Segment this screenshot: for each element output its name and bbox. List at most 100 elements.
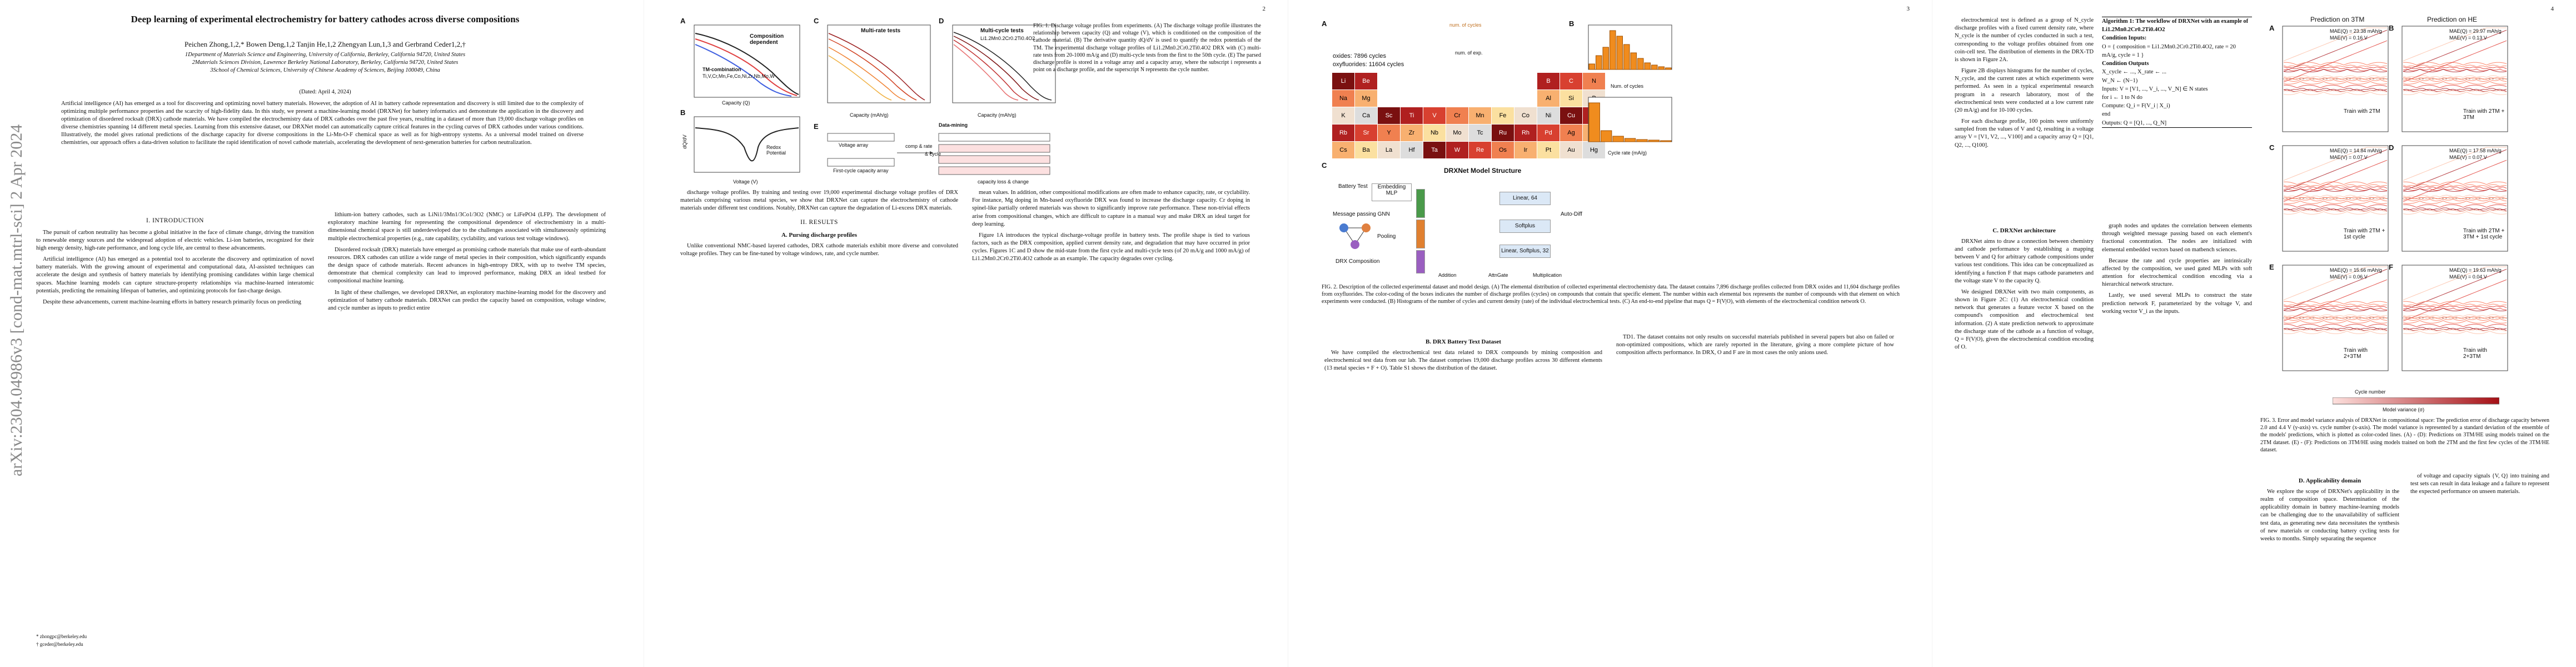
error-trace: [2403, 331, 2507, 334]
histogram-bar: [1588, 102, 1600, 142]
element-cell: Mo: [1446, 124, 1469, 142]
paragraph: lithium-ion battery cathodes, such as Li…: [328, 212, 606, 242]
error-trace: [2283, 186, 2388, 189]
mae-q-label: MAE(Q) = 15.66 mAh/g: [2330, 267, 2382, 273]
element-cell: Hf: [1400, 141, 1423, 159]
error-trace: [2403, 79, 2507, 82]
element-cell: Tc: [1468, 124, 1492, 142]
section-heading: I. INTRODUCTION: [146, 217, 204, 224]
error-trace: [2283, 314, 2387, 317]
element-cell: [1446, 89, 1469, 107]
histogram-bar: [1596, 55, 1602, 70]
error-trace: [2403, 75, 2507, 78]
capacity-mah-label-c: Capacity (mAh/g): [850, 112, 889, 118]
error-trace: [2403, 160, 2507, 202]
error-trace: [2283, 303, 2387, 306]
mae-q-label: MAE(Q) = 29.97 mAh/g: [2449, 28, 2502, 34]
train-label: Train with 2TM + 1st cycle: [2344, 228, 2385, 240]
error-trace: [2283, 66, 2388, 69]
algorithm-line: Condition Outputs: [2102, 61, 2149, 67]
paragraph: discharge voltage profiles. By training …: [680, 190, 958, 212]
element-cell: [1377, 72, 1401, 90]
mae-v-label: MAE(V) = 0.13 V: [2449, 35, 2487, 41]
column-right: lithium-ion battery cathodes, such as Li…: [328, 211, 606, 316]
message-passing-label: Message passing GNN: [1333, 211, 1390, 217]
element-cell: Ta: [1423, 141, 1446, 159]
error-trace: [2403, 147, 2507, 181]
element-cell: La: [1377, 141, 1401, 159]
element-cell: Pt: [1537, 141, 1560, 159]
composition-dependent-label: Composition dependent: [750, 33, 784, 46]
error-trace: [2283, 331, 2388, 334]
figure-2-caption: FIG. 2. Description of the collected exp…: [1322, 284, 1900, 305]
linear-softplus-box: Linear, Softplus, 32: [1499, 245, 1551, 258]
histogram-bar: [1588, 63, 1595, 70]
figure-3-caption: FIG. 3. Error and model variance analysi…: [2260, 417, 2549, 453]
error-trace: [2403, 320, 2507, 323]
fig3-title-left: Prediction on 3TM: [2310, 16, 2365, 23]
error-trace: [2403, 279, 2507, 322]
error-trace: [2403, 66, 2507, 69]
autodiff-label: Auto-Diff: [1561, 211, 1582, 217]
error-trace: [2283, 188, 2388, 192]
error-trace: [2403, 301, 2507, 305]
histogram-bar: [1658, 66, 1665, 70]
histogram-bar: [1660, 140, 1672, 142]
element-cell: Pd: [1537, 124, 1560, 142]
element-cell: [1491, 72, 1514, 90]
page-3: 3 A oxides: 7896 cycles oxyfluorides: 11…: [1288, 0, 1932, 667]
element-cell: [1514, 89, 1537, 107]
error-trace: [2403, 207, 2507, 210]
column-right-a: D. Applicability domain We explore the s…: [2260, 472, 2399, 546]
panel-label: A: [2269, 24, 2275, 32]
page-number: 3: [1906, 6, 1910, 12]
algorithm-line: O = { composition = Li1.2Mn0.2Cr0.2Ti0.4…: [2102, 43, 2236, 58]
error-trace: [2283, 92, 2388, 95]
affiliations: 1Department of Materials Science and Eng…: [56, 51, 595, 75]
algorithm-line: Condition Inputs:: [2102, 35, 2147, 42]
train-label: Train with 2TM: [2344, 108, 2380, 115]
element-cell: [1377, 89, 1401, 107]
fig3-panel: E MAE(Q) = 15.66 mAh/g MAE(V) = 0.06 V Trai…: [2269, 263, 2391, 378]
figure-1-caption: FIG. 1. Discharge voltage profiles from …: [1033, 23, 1261, 73]
histogram-cycles: [1588, 24, 1672, 70]
panel-a-voltage-profile: [694, 24, 800, 98]
authors: Peichen Zhong,1,2,* Bowen Deng,1,2 Tanji…: [184, 40, 466, 48]
affiliation-1: 1Department of Materials Science and Eng…: [185, 52, 466, 58]
subsection-heading: C. DRXNet architecture: [1992, 227, 2056, 234]
error-trace: [2283, 305, 2388, 308]
graph-icon: [1339, 223, 1371, 249]
error-trace: [2283, 81, 2388, 84]
error-trace: [2403, 92, 2507, 95]
error-trace: [2403, 323, 2507, 327]
error-trace: [2403, 69, 2507, 72]
histogram-bar: [1612, 136, 1624, 142]
train-label: Train with 2+3TM: [2344, 347, 2368, 360]
element-cell: Cs: [1332, 141, 1355, 159]
train-label: Train with 2TM + 3TM: [2463, 108, 2505, 121]
element-cell: [1400, 72, 1423, 90]
paragraph: Lastly, we used several MLPs to construc…: [2102, 292, 2252, 315]
histogram-bar: [1665, 67, 1672, 70]
element-cell: [1400, 89, 1423, 107]
paragraph: We designed DRXNet with two main compone…: [1955, 288, 2094, 351]
error-trace: [2283, 196, 2388, 200]
error-trace: [2283, 29, 2388, 72]
error-trace: [2283, 318, 2388, 321]
paragraph: electrochemical test is defined as a gro…: [1955, 17, 2094, 63]
histogram-bar: [1624, 138, 1636, 142]
element-cell: Al: [1537, 89, 1560, 107]
element-cell: Au: [1559, 141, 1583, 159]
element-cell: Re: [1468, 141, 1492, 159]
paragraph: Disordered rocksalt (DRX) materials have…: [328, 246, 606, 285]
error-trace: [2283, 88, 2388, 91]
panel-label-d: D: [939, 17, 944, 25]
panel-c-multirate: [827, 24, 931, 103]
paper-title: Deep learning of experimental electroche…: [131, 14, 520, 24]
arxiv-identifier: arXiv:2304.04986v3 [cond-mat.mtrl-sci] 2…: [7, 124, 26, 476]
algorithm-line: end: [2102, 111, 2111, 118]
column-left-top: electrochemical test is defined as a gro…: [1955, 17, 2094, 153]
paragraph: Unlike conventional NMC-based layered ca…: [680, 242, 958, 257]
histogram-bar: [1602, 47, 1609, 70]
mae-q-label: MAE(Q) = 23.38 mAh/g: [2330, 28, 2382, 34]
